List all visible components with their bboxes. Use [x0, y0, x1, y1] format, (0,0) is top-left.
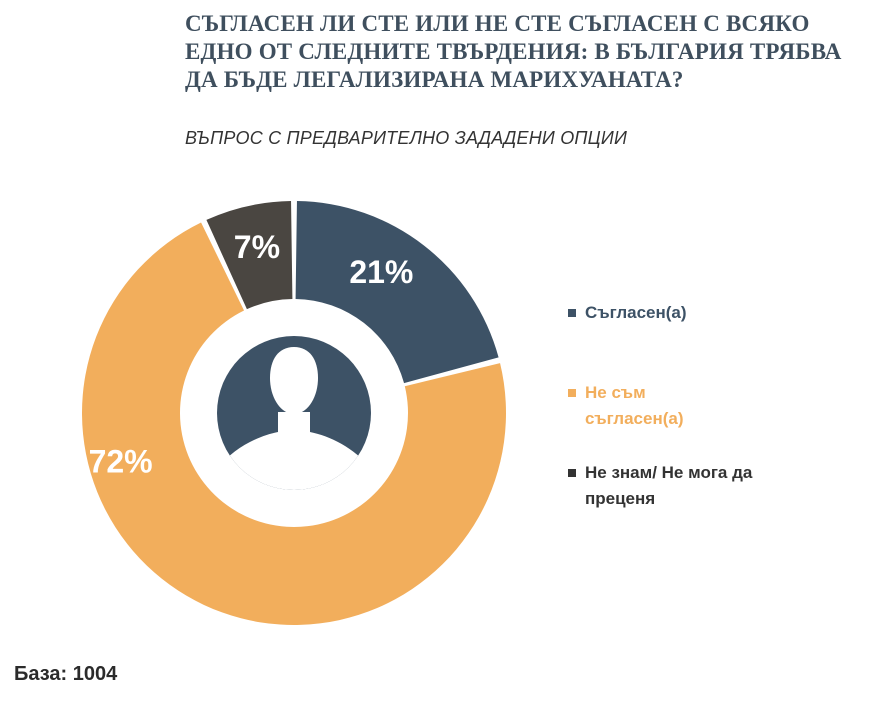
slice-dont-know	[206, 201, 293, 310]
legend-label-dont-know: Не знам/ Не мога да преценя	[585, 463, 753, 508]
data-label-disagree: 72%	[89, 443, 153, 479]
slice-disagree	[81, 222, 506, 625]
slice-agree	[295, 201, 499, 384]
chart-title: СЪГЛАСЕН ЛИ СТЕ ИЛИ НЕ СТЕ СЪГЛАСЕН С ВС…	[185, 11, 842, 92]
donut-slices	[81, 201, 506, 625]
legend-marker-disagree	[568, 389, 576, 397]
legend-marker-dont-know	[568, 469, 576, 477]
data-label-agree: 21%	[349, 254, 413, 290]
legend-item-agree: Съгласен(а)	[568, 300, 765, 326]
data-label-dont-know: 7%	[234, 229, 280, 265]
legend-label-agree: Съгласен(а)	[585, 303, 687, 322]
person-silhouette-icon	[217, 336, 371, 490]
sample-base-label: База: 1004	[14, 663, 118, 685]
legend-item-dont-know: Не знам/ Не мога да преценя	[568, 460, 760, 512]
legend-marker-agree	[568, 309, 576, 317]
legend-item-disagree: Не съм съгласен(а)	[568, 380, 725, 432]
chart-subtitle: ВЪПРОС С ПРЕДВАРИТЕЛНО ЗАДАДЕНИ ОПЦИИ	[185, 128, 628, 148]
donut-data-labels: 21% 72% 7%	[89, 229, 414, 479]
legend-label-disagree: Не съм съгласен(а)	[585, 383, 684, 428]
